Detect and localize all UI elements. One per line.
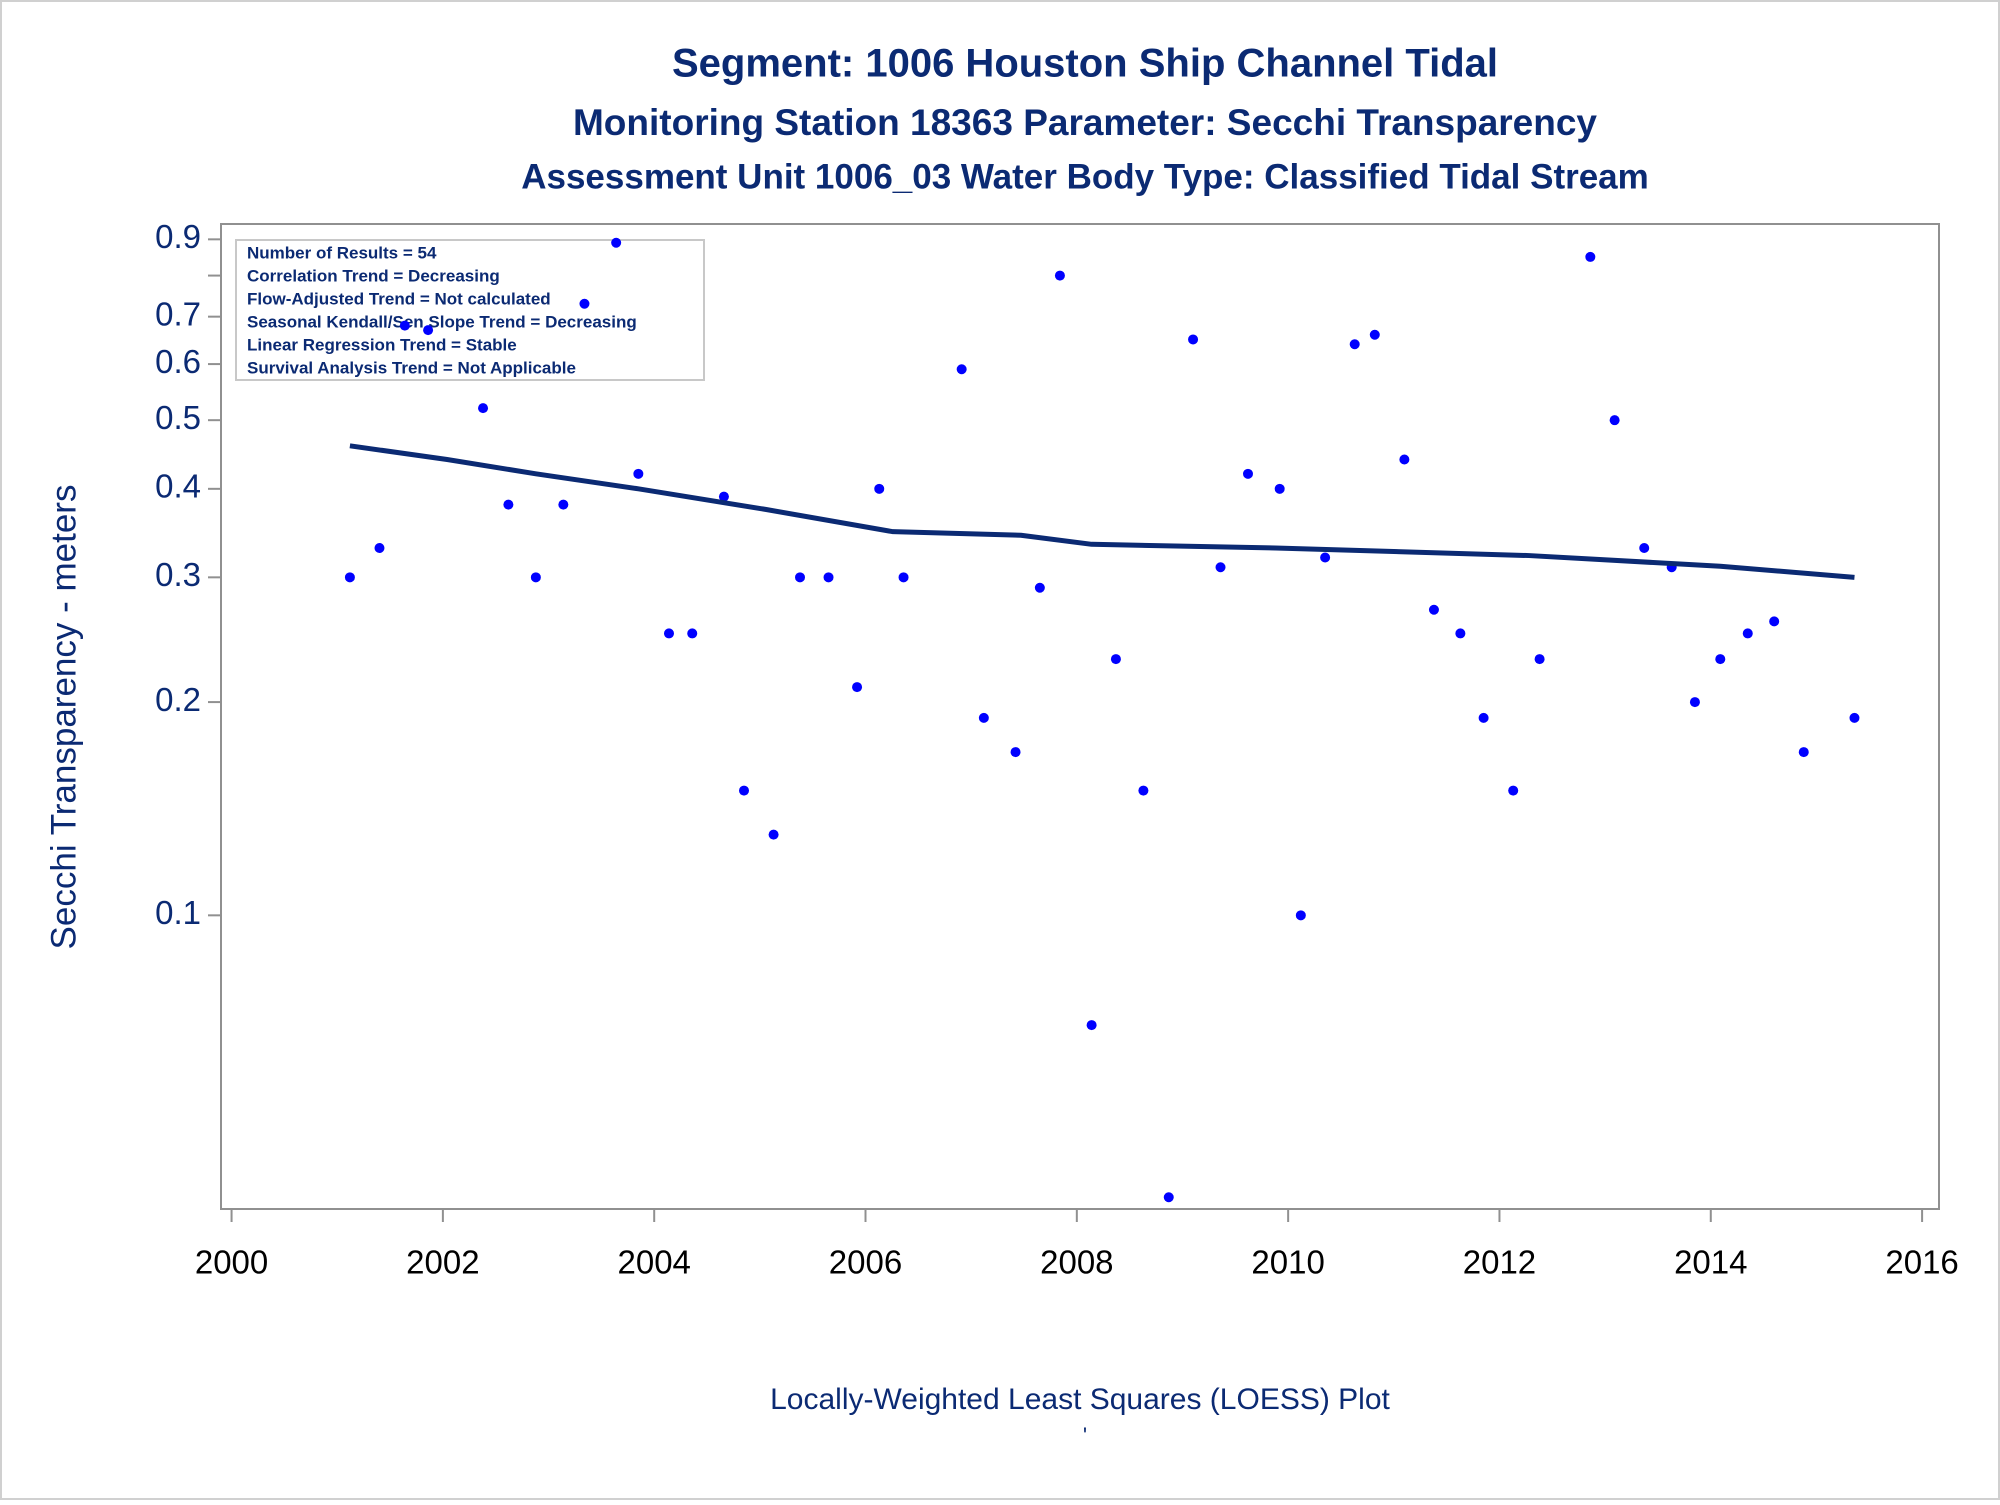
point (852, 682, 863, 693)
point (1639, 543, 1650, 554)
point (611, 237, 622, 248)
point (1399, 454, 1410, 465)
x-axis-label: Locally-Weighted Least Squares (LOESS) P… (770, 1383, 1390, 1416)
point (1110, 654, 1121, 665)
point (1086, 1020, 1097, 1031)
point (1534, 654, 1545, 665)
point (503, 499, 514, 510)
point (1188, 334, 1199, 345)
chart-title: Segment: 1006 Houston Ship Channel Tidal (672, 42, 1498, 86)
point (399, 320, 410, 331)
point (1320, 552, 1331, 563)
point (423, 325, 434, 336)
point (1742, 628, 1753, 639)
point (1163, 1192, 1174, 1203)
point (1609, 415, 1620, 426)
point (1478, 712, 1489, 723)
point (768, 829, 779, 840)
annotation: Number of Results = 54 (247, 243, 437, 262)
point (530, 572, 541, 583)
x-tick-label: 2008 (1040, 1244, 1113, 1281)
point (718, 491, 729, 502)
point (1054, 270, 1065, 281)
point (1215, 562, 1226, 573)
point (823, 572, 834, 583)
x-tick-label: 2014 (1674, 1244, 1747, 1281)
y-tick-label: 0.9 (155, 218, 201, 255)
point (1274, 483, 1285, 494)
plot-area (220, 223, 1940, 1210)
x-tick-label: 2004 (617, 1244, 690, 1281)
footnote: ' (1083, 1423, 1087, 1448)
y-tick-label: 0.2 (155, 681, 201, 718)
annotation: Flow-Adjusted Trend = Not calculated (247, 289, 551, 308)
point (1689, 697, 1700, 708)
x-tick-label: 2012 (1463, 1244, 1536, 1281)
point (344, 572, 355, 583)
point (978, 712, 989, 723)
x-tick-label: 2010 (1251, 1244, 1324, 1281)
point (633, 468, 644, 479)
y-tick-label: 0.5 (155, 399, 201, 436)
point (739, 785, 750, 796)
point (687, 628, 698, 639)
point (1242, 468, 1253, 479)
annotation: Correlation Trend = Decreasing (247, 266, 500, 285)
annotation-box (235, 239, 705, 381)
annotation: Linear Regression Trend = Stable (247, 335, 517, 354)
point (374, 543, 385, 554)
annotation: Survival Analysis Trend = Not Applicable (247, 358, 576, 377)
point (1849, 712, 1860, 723)
y-tick-label: 0.1 (155, 894, 201, 931)
point (1428, 604, 1439, 615)
point (1295, 910, 1306, 921)
point (956, 364, 967, 375)
point (1349, 339, 1360, 350)
y-tick-label: 0.6 (155, 343, 201, 380)
point (1585, 251, 1596, 262)
y-tick-label: 0.4 (155, 468, 201, 505)
point (898, 572, 909, 583)
y-axis-label: Secchi Transparency - meters (44, 485, 83, 950)
point (1455, 628, 1466, 639)
point (1798, 747, 1809, 758)
point (478, 403, 489, 414)
point (874, 483, 885, 494)
point (1369, 329, 1380, 340)
x-tick-label: 2006 (829, 1244, 902, 1281)
annotation: Seasonal Kendall/Sen Slope Trend = Decre… (247, 312, 637, 331)
x-tick-label: 2000 (195, 1244, 268, 1281)
point (795, 572, 806, 583)
loess-line (349, 443, 1855, 580)
point (1034, 582, 1045, 593)
point (663, 628, 674, 639)
x-tick-label: 2002 (406, 1244, 479, 1281)
x-tick-label: 2016 (1885, 1244, 1958, 1281)
chart-subtitle: Assessment Unit 1006_03 Water Body Type:… (521, 157, 1649, 196)
point (1769, 616, 1780, 627)
point (1715, 654, 1726, 665)
y-tick-label: 0.3 (155, 556, 201, 593)
point (579, 298, 590, 309)
chart-subtitle: Monitoring Station 18363 Parameter: Secc… (573, 102, 1597, 143)
point (1138, 785, 1149, 796)
point (1508, 785, 1519, 796)
point (1010, 747, 1021, 758)
point (558, 499, 569, 510)
y-tick-label: 0.7 (155, 295, 201, 332)
